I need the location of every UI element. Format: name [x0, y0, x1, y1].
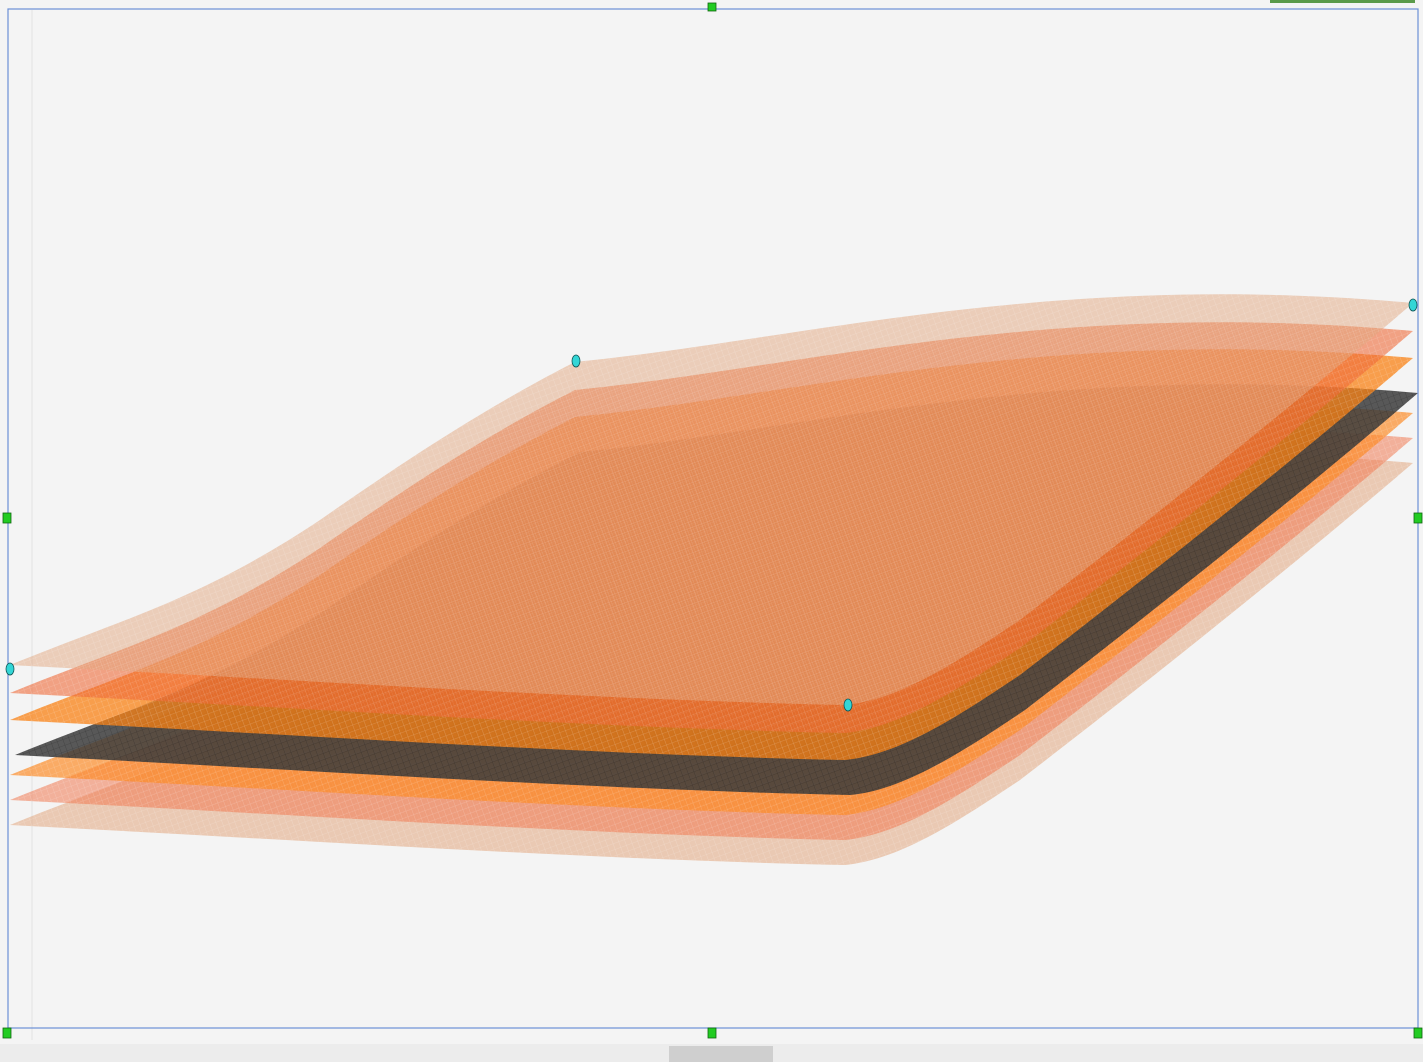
viewport	[0, 0, 1423, 1062]
handle[interactable]	[1414, 513, 1422, 523]
handle[interactable]	[1414, 1028, 1422, 1038]
control-point[interactable]	[844, 699, 852, 711]
handle[interactable]	[3, 513, 11, 523]
control-point[interactable]	[6, 663, 14, 675]
control-point[interactable]	[572, 355, 580, 367]
handle[interactable]	[708, 1028, 716, 1038]
toolbar-edge	[1270, 0, 1415, 3]
control-point[interactable]	[1409, 299, 1417, 311]
scrollbar-thumb[interactable]	[669, 1046, 773, 1062]
handle[interactable]	[3, 1028, 11, 1038]
handle[interactable]	[708, 3, 716, 11]
page	[0, 0, 1423, 1062]
